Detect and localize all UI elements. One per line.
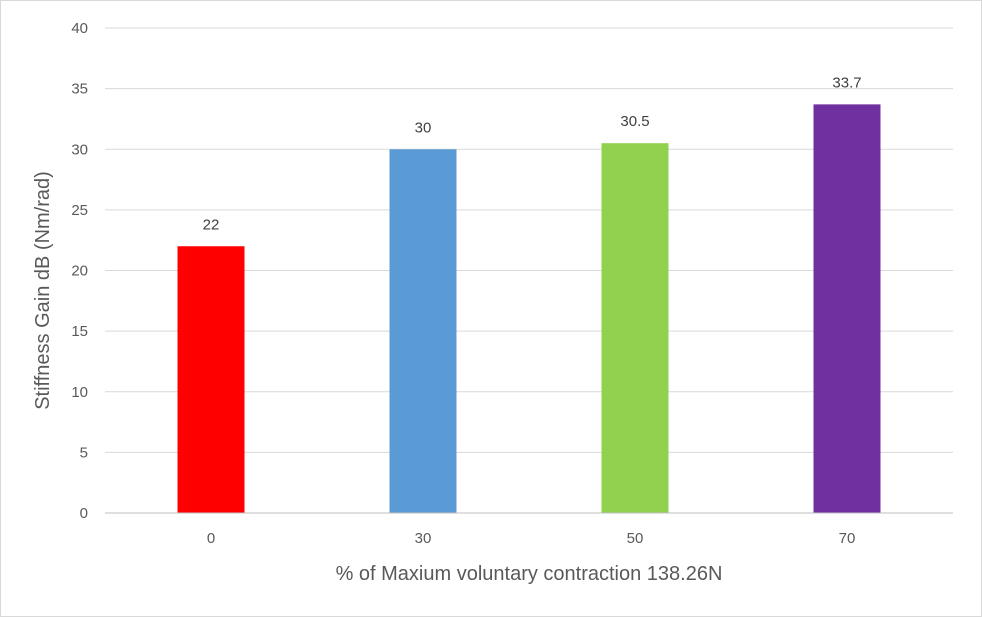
x-tick-label: 50 (627, 530, 644, 547)
gridlines (105, 27, 953, 453)
x-tick-label: 30 (415, 530, 432, 547)
y-tick-label: 20 (71, 263, 88, 280)
x-tick-label: 70 (839, 530, 856, 547)
bar-70 (813, 104, 881, 513)
data-labels: 22 30 30.5 33.7 (203, 74, 862, 233)
bars (177, 104, 881, 513)
y-tick-label: 25 (71, 202, 88, 219)
data-label: 30.5 (620, 113, 649, 130)
y-tick-label: 40 (71, 20, 88, 37)
y-tick-label: 0 (80, 505, 88, 522)
y-tick-label: 10 (71, 384, 88, 401)
bar-30 (389, 149, 457, 513)
x-axis-ticks: 0 30 50 70 (207, 530, 856, 547)
x-axis-title: % of Maxium voluntary contraction 138.26… (336, 563, 723, 585)
x-tick-label: 0 (207, 530, 215, 547)
data-label: 33.7 (832, 74, 861, 91)
y-tick-label: 30 (71, 141, 88, 158)
y-tick-label: 15 (71, 323, 88, 340)
y-axis-ticks: 0 5 10 15 20 25 30 35 40 (71, 20, 88, 522)
data-label: 30 (415, 119, 432, 136)
bar-50 (601, 143, 669, 513)
data-label: 22 (203, 216, 220, 233)
bar-0 (177, 246, 245, 513)
y-axis-title: Stiffness Gain dB (Nm/rad) (32, 171, 54, 410)
y-tick-label: 5 (80, 444, 88, 461)
y-tick-label: 35 (71, 81, 88, 98)
